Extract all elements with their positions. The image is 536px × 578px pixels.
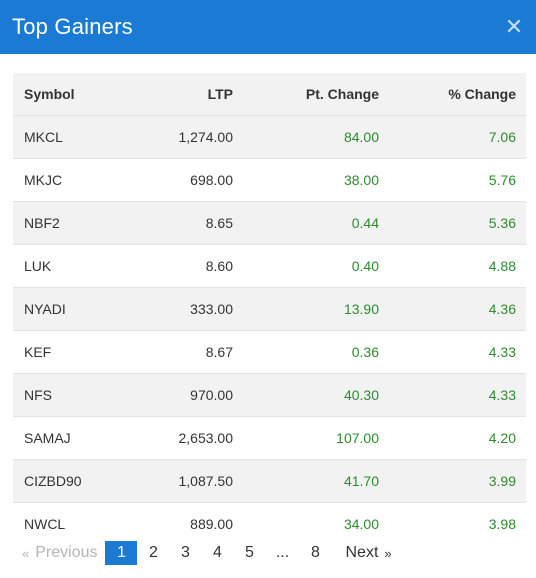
cell-ltp: 333.00 bbox=[190, 300, 233, 317]
table-body: MKCL 1,274.00 84.00 7.06 MKJC 698.00 38.00 5.76… bbox=[13, 115, 526, 545]
page-1-button[interactable]: 1 bbox=[105, 541, 138, 565]
cell-pct-change: 5.76 bbox=[488, 171, 516, 188]
cell-pt-change: 107.00 bbox=[336, 429, 379, 446]
cell-symbol: CIZBD90 bbox=[24, 472, 82, 489]
cell-ltp: 1,087.50 bbox=[178, 472, 234, 489]
cell-pt-change: 40.30 bbox=[343, 386, 379, 403]
cell-pct-change: 4.33 bbox=[488, 386, 516, 403]
double-chevron-right-icon: » bbox=[384, 545, 392, 561]
cell-pt-change: 0.44 bbox=[351, 214, 379, 231]
cell-symbol: NWCL bbox=[24, 515, 66, 532]
table-header: Symbol LTP Pt. Change % Change bbox=[13, 73, 526, 115]
cell-pct-change: 4.33 bbox=[488, 343, 516, 360]
cell-pct-change: 4.36 bbox=[488, 300, 516, 317]
cell-pt-change: 0.40 bbox=[351, 257, 379, 274]
pagination: « Previous 1 2 3 4 5 ... 8 Next » bbox=[13, 541, 400, 565]
table-row[interactable]: MKJC 698.00 38.00 5.76 bbox=[13, 158, 526, 201]
cell-ltp: 1,274.00 bbox=[178, 128, 234, 145]
next-page-button[interactable]: Next » bbox=[337, 541, 399, 565]
cell-pct-change: 5.36 bbox=[488, 214, 516, 231]
previous-page-button[interactable]: « Previous bbox=[13, 541, 105, 565]
cell-pct-change: 4.20 bbox=[488, 429, 516, 446]
table-row[interactable]: LUK 8.60 0.40 4.88 bbox=[13, 244, 526, 287]
table-row[interactable]: KEF 8.67 0.36 4.33 bbox=[13, 330, 526, 373]
cell-symbol: LUK bbox=[24, 257, 52, 274]
page-3-button[interactable]: 3 bbox=[181, 544, 190, 561]
header-pct-change[interactable]: % Change bbox=[448, 85, 516, 102]
header-pt-change[interactable]: Pt. Change bbox=[305, 85, 379, 102]
table-row[interactable]: NBF2 8.65 0.44 5.36 bbox=[13, 201, 526, 244]
cell-symbol: MKCL bbox=[24, 128, 63, 145]
cell-pt-change: 34.00 bbox=[343, 515, 379, 532]
page-8-button[interactable]: 8 bbox=[311, 544, 320, 561]
cell-ltp: 8.65 bbox=[205, 214, 233, 231]
cell-symbol: MKJC bbox=[24, 171, 63, 188]
cell-ltp: 698.00 bbox=[190, 171, 233, 188]
next-label: Next bbox=[345, 544, 379, 561]
cell-ltp: 8.60 bbox=[205, 257, 233, 274]
modal-header: Top Gainers ✕ bbox=[0, 0, 536, 54]
cell-ltp: 889.00 bbox=[190, 515, 233, 532]
cell-symbol: NBF2 bbox=[24, 214, 60, 231]
table-row[interactable]: MKCL 1,274.00 84.00 7.06 bbox=[13, 115, 526, 158]
table-row[interactable]: SAMAJ 2,653.00 107.00 4.20 bbox=[13, 416, 526, 459]
cell-pct-change: 3.99 bbox=[488, 472, 516, 489]
gainers-table: Symbol LTP Pt. Change % Change MKCL 1,274… bbox=[13, 73, 526, 545]
cell-ltp: 8.67 bbox=[205, 343, 233, 360]
header-ltp[interactable]: LTP bbox=[207, 85, 233, 102]
page-5-button[interactable]: 5 bbox=[245, 544, 254, 561]
close-icon[interactable]: ✕ bbox=[504, 14, 524, 39]
cell-pt-change: 84.00 bbox=[343, 128, 379, 145]
cell-symbol: KEF bbox=[24, 343, 52, 360]
cell-pct-change: 3.98 bbox=[488, 515, 516, 532]
cell-pct-change: 4.88 bbox=[488, 257, 516, 274]
table-row[interactable]: NWCL 889.00 34.00 3.98 bbox=[13, 502, 526, 545]
cell-symbol: NYADI bbox=[24, 300, 66, 317]
gainers-table-container: Symbol LTP Pt. Change % Change MKCL 1,274… bbox=[13, 73, 526, 545]
previous-label: Previous bbox=[35, 544, 98, 561]
double-chevron-left-icon: « bbox=[22, 545, 30, 561]
cell-pt-change: 41.70 bbox=[343, 472, 379, 489]
page-4-button[interactable]: 4 bbox=[213, 544, 222, 561]
page-2-button[interactable]: 2 bbox=[149, 544, 158, 561]
cell-ltp: 970.00 bbox=[190, 386, 233, 403]
cell-pt-change: 13.90 bbox=[343, 300, 379, 317]
table-row[interactable]: NYADI 333.00 13.90 4.36 bbox=[13, 287, 526, 330]
header-symbol[interactable]: Symbol bbox=[24, 85, 75, 102]
table-row[interactable]: CIZBD90 1,087.50 41.70 3.99 bbox=[13, 459, 526, 502]
modal-title: Top Gainers bbox=[12, 14, 133, 39]
cell-pt-change: 38.00 bbox=[343, 171, 379, 188]
cell-pt-change: 0.36 bbox=[351, 343, 379, 360]
cell-symbol: NFS bbox=[24, 386, 52, 403]
cell-symbol: SAMAJ bbox=[24, 429, 71, 446]
cell-pct-change: 7.06 bbox=[488, 128, 516, 145]
table-row[interactable]: NFS 970.00 40.30 4.33 bbox=[13, 373, 526, 416]
cell-ltp: 2,653.00 bbox=[178, 429, 234, 446]
pagination-ellipsis: ... bbox=[275, 544, 290, 561]
